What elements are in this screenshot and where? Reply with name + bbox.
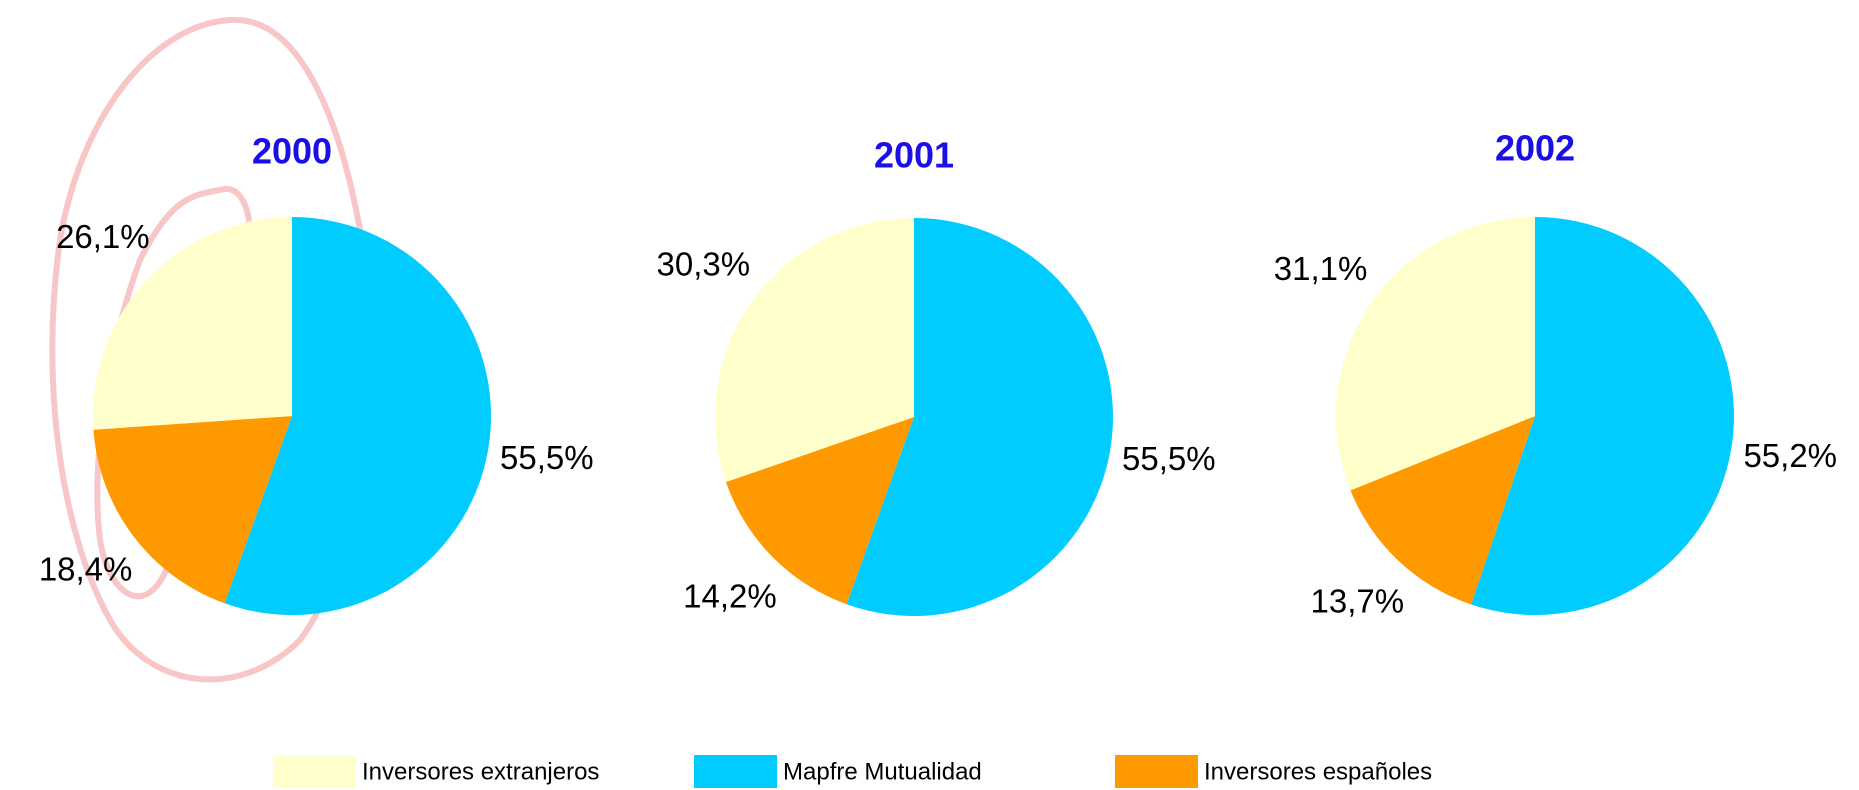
pie-slice: [1350, 416, 1535, 605]
value-label: 13,7%: [1311, 583, 1405, 620]
legend-swatch: [694, 755, 777, 788]
value-label: 55,2%: [1743, 437, 1837, 474]
pie-title: 2002: [1495, 128, 1575, 169]
value-label: 30,3%: [656, 246, 750, 283]
value-label: 55,5%: [1122, 440, 1216, 477]
legend-swatch: [273, 755, 356, 788]
legend-swatch: [1115, 755, 1198, 788]
pie-slice: [714, 218, 914, 483]
legend-label: Inversores españoles: [1204, 758, 1432, 785]
pie-slice: [846, 218, 1113, 616]
value-label: 14,2%: [683, 577, 777, 614]
value-label: 31,1%: [1274, 250, 1368, 287]
legend-label: Mapfre Mutualidad: [783, 758, 982, 785]
value-label: 18,4%: [39, 551, 133, 588]
pie-title: 2001: [874, 135, 954, 176]
value-label: 55,5%: [500, 439, 594, 476]
pie-slice: [93, 416, 292, 604]
legend-label: Inversores extranjeros: [362, 758, 599, 785]
pie-slice: [725, 417, 914, 605]
pie-slice: [1471, 217, 1734, 615]
value-label: 26,1%: [56, 218, 150, 255]
pie-slice: [1336, 216, 1535, 491]
pie-slice: [92, 217, 292, 430]
pie-title: 2000: [252, 131, 332, 172]
pie-slice: [224, 217, 492, 616]
